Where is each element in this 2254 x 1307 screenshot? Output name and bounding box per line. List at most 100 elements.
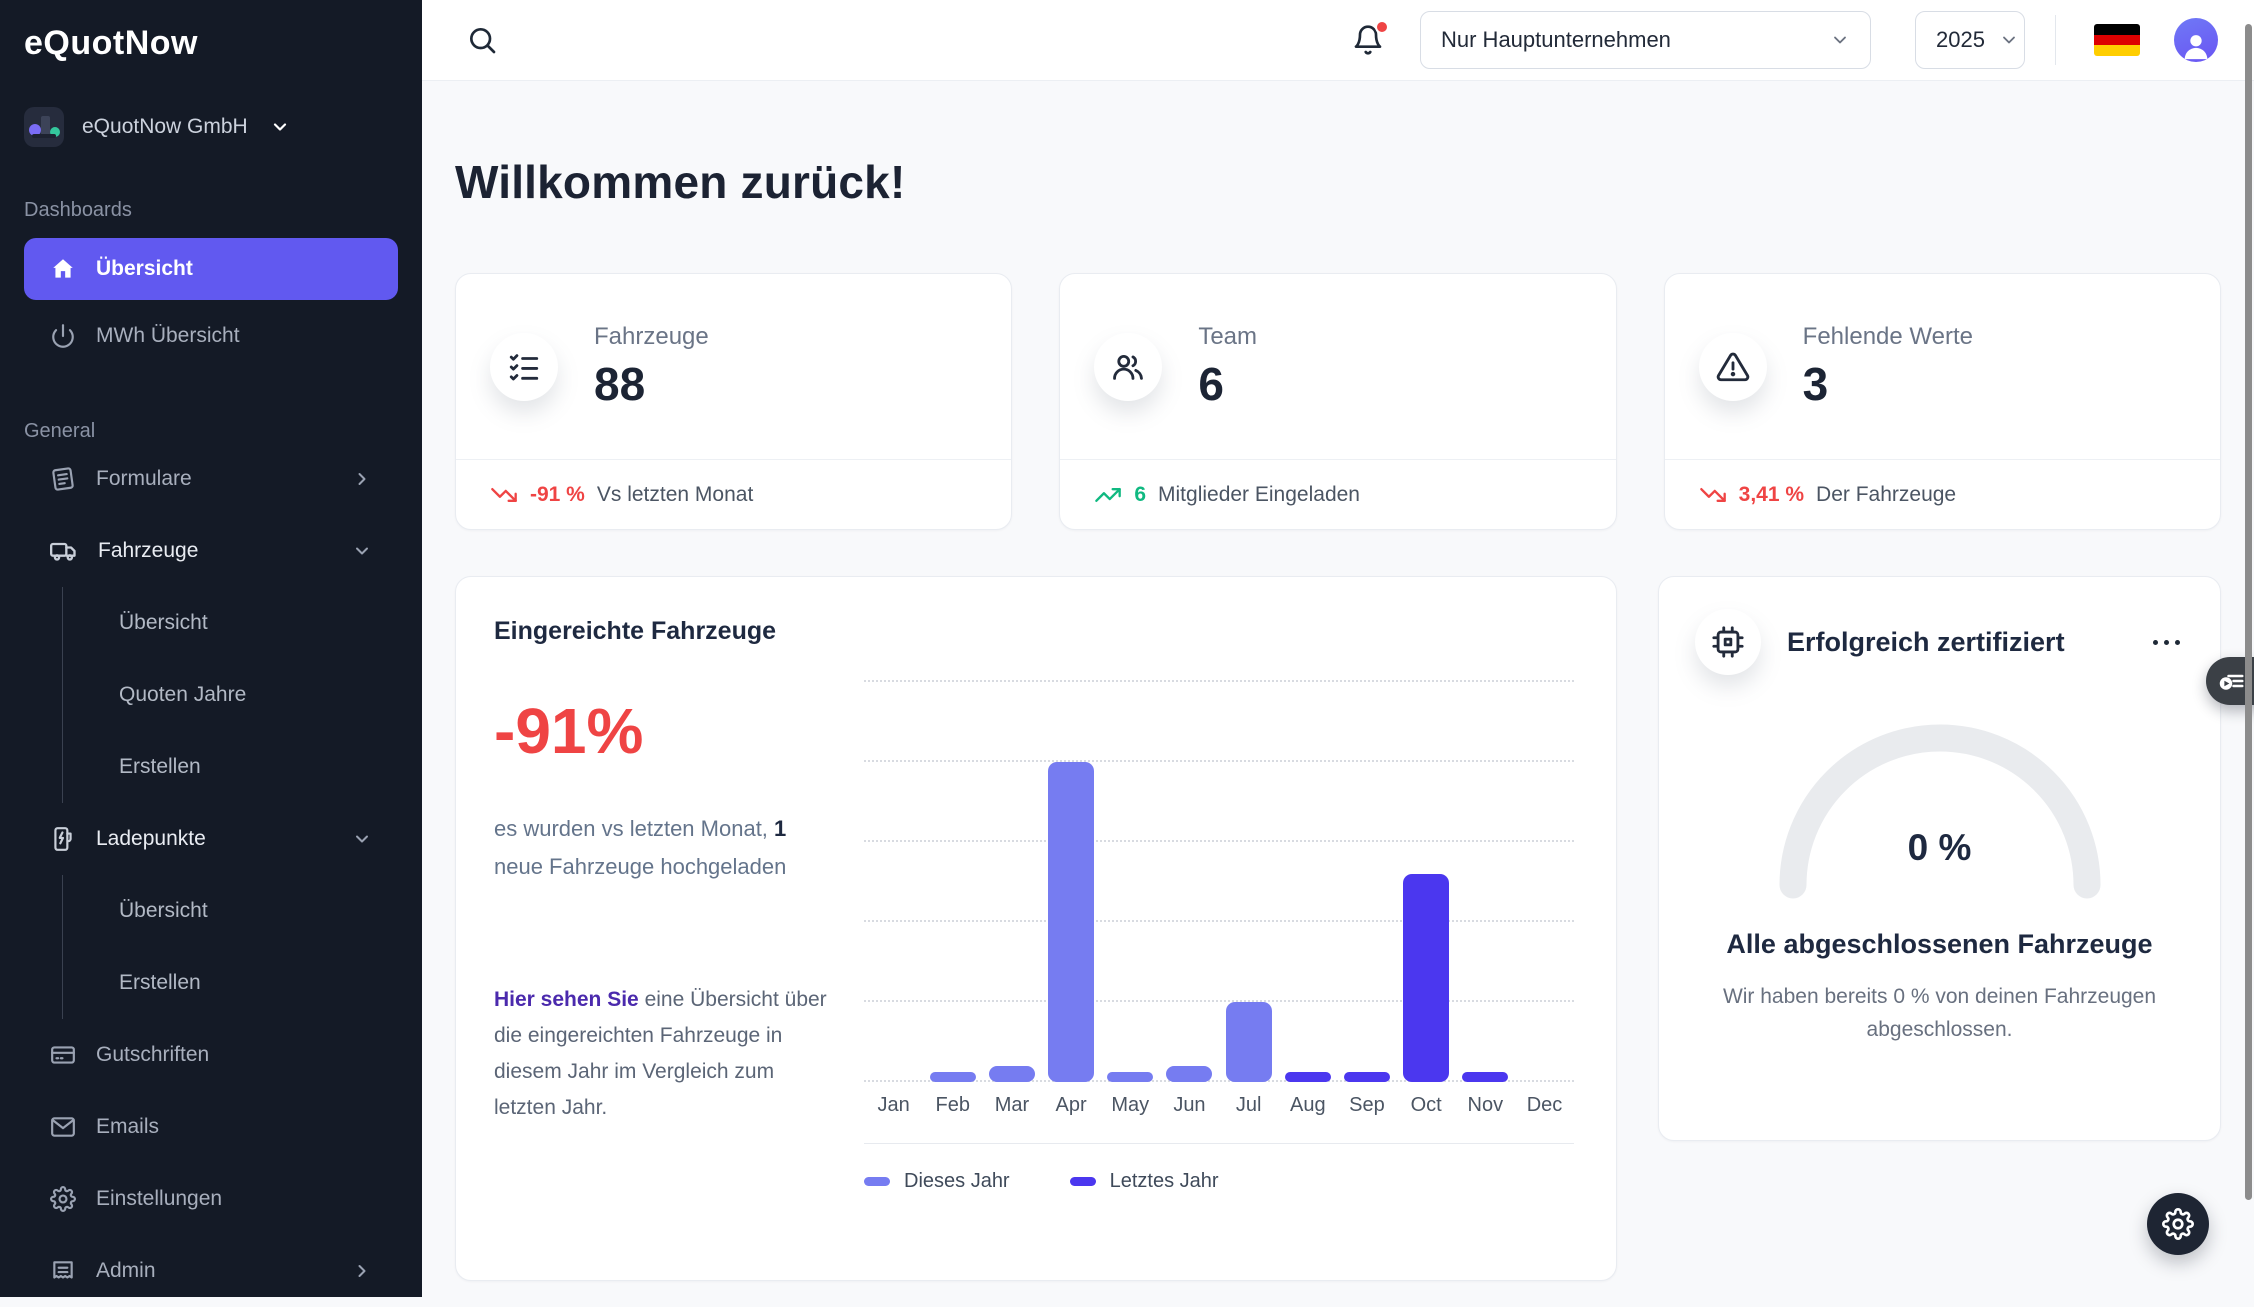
bar xyxy=(1225,1002,1272,1082)
bar-slot xyxy=(923,1072,982,1082)
bar-slot xyxy=(1160,1066,1219,1082)
sidebar-item-einstellungen[interactable]: Einstellungen xyxy=(24,1163,398,1235)
stat-trend: 6 xyxy=(1134,482,1147,506)
gridline xyxy=(864,920,1574,922)
month-label: Mar xyxy=(994,1094,1030,1116)
stat-title: Fehlende Werte xyxy=(1802,322,1973,350)
search-icon[interactable] xyxy=(466,24,498,56)
bar-slot xyxy=(1219,1002,1278,1082)
sidebar: eQuotNow eQuotNow GmbH Dashboards Übersi… xyxy=(0,0,422,1297)
sidebar-item-gutschriften[interactable]: Gutschriften xyxy=(24,1019,398,1091)
sidebar-item-mwh-uebersicht[interactable]: MWh Übersicht xyxy=(24,300,398,372)
bar-slot xyxy=(1397,874,1456,1082)
stat-value: 88 xyxy=(594,357,646,410)
month-label: Feb xyxy=(935,1094,970,1116)
truck-icon xyxy=(50,537,78,565)
gridline xyxy=(864,1000,1574,1002)
company-filter-select[interactable]: Nur Hauptunternehmen xyxy=(1420,11,1871,69)
power-icon xyxy=(50,323,76,349)
chart-note: Hier sehen Sie eine Übersicht über die e… xyxy=(494,988,827,1119)
month-label: Dec xyxy=(1526,1094,1563,1116)
user-avatar[interactable] xyxy=(2174,18,2218,62)
month-label: Aug xyxy=(1289,1094,1326,1116)
gauge-percent: 0 % xyxy=(1907,827,1972,868)
notifications-button[interactable] xyxy=(1352,20,1389,56)
stat-card-team: Team 6 6 Mitglieder Eingeladen xyxy=(1059,273,1617,530)
certified-title: Erfolgreich zertifiziert xyxy=(1787,626,2065,657)
trending-up-icon xyxy=(1094,481,1122,509)
stat-card-fahrzeuge: Fahrzeuge 88 -91 % Vs letzten Monat xyxy=(455,273,1013,530)
sidebar-item-ladepunkte-uebersicht[interactable]: Übersicht xyxy=(119,899,208,922)
sidebar-item-emails[interactable]: Emails xyxy=(24,1091,398,1163)
chevron-down-icon xyxy=(352,829,372,849)
gridline xyxy=(864,760,1574,762)
gear-icon xyxy=(50,1186,76,1212)
certified-description: Wir haben bereits 0 % von deinen Fahrzeu… xyxy=(1722,985,2157,1041)
sidebar-item-quoten-jahre[interactable]: Quoten Jahre xyxy=(119,683,247,706)
bar xyxy=(1284,1072,1331,1082)
chevron-right-icon xyxy=(352,1261,372,1281)
main-content: Willkommen zurück! Fahrzeuge 88 -91 % Vs… xyxy=(422,81,2254,1297)
bar-plot xyxy=(864,682,1574,1082)
gauge: 0 % xyxy=(1695,709,2184,899)
stat-footnote: Mitglieder Eingeladen xyxy=(1158,482,1360,506)
fahrzeuge-submenu: Übersicht Quoten Jahre Erstellen xyxy=(62,587,398,803)
settings-fab[interactable] xyxy=(2147,1193,2209,1255)
sidebar-item-fahrzeuge-erstellen[interactable]: Erstellen xyxy=(119,755,201,778)
more-menu-button[interactable] xyxy=(2149,630,2184,655)
chart-delta: -91% xyxy=(494,695,644,767)
page-scrollbar[interactable] xyxy=(2245,24,2252,1200)
sidebar-item-formulare[interactable]: Formulare xyxy=(24,443,398,515)
german-flag-icon[interactable] xyxy=(2094,24,2140,56)
bar xyxy=(1048,762,1095,1082)
sidebar-item-admin[interactable]: Admin xyxy=(24,1235,398,1307)
credit-card-icon xyxy=(50,1042,76,1068)
stat-value: 3 xyxy=(1802,357,1829,410)
home-icon xyxy=(50,256,76,282)
stat-footnote: Vs letzten Monat xyxy=(596,482,754,506)
stat-value: 6 xyxy=(1198,357,1224,410)
legend-item-dieses-jahr[interactable]: Dieses Jahr xyxy=(864,1170,1010,1193)
month-label: Sep xyxy=(1349,1094,1385,1116)
legend-swatch-this-year xyxy=(864,1177,890,1186)
submitted-vehicles-card: Eingereichte Fahrzeuge -91% es wurden vs… xyxy=(455,576,1617,1281)
chevron-down-icon xyxy=(352,541,372,561)
legend-item-letztes-jahr[interactable]: Letztes Jahr xyxy=(1069,1170,1219,1193)
stat-trend: -91 % xyxy=(530,482,585,506)
chip-icon xyxy=(1695,609,1761,675)
chart-title: Eingereichte Fahrzeuge xyxy=(494,617,777,645)
workspace-switcher[interactable]: eQuotNow GmbH xyxy=(24,103,398,151)
page-title: Willkommen zurück! xyxy=(455,156,906,208)
bar-chart-plot xyxy=(864,680,1574,1082)
ladepunkte-submenu: Übersicht Erstellen xyxy=(62,875,398,1019)
trending-down-icon xyxy=(1699,481,1727,509)
bar-chart: Jan Feb Mar Apr May Jun Jul Aug Sep Oct Nov Dec Die… xyxy=(864,668,1574,1193)
chart-legend: Dieses Jahr Letztes Jahr xyxy=(864,1144,1574,1193)
gridline xyxy=(864,680,1574,682)
month-label: Oct xyxy=(1410,1094,1442,1116)
topbar: Nur Hauptunternehmen 2025 xyxy=(422,0,2254,81)
sidebar-item-fahrzeuge[interactable]: Fahrzeuge xyxy=(24,515,398,587)
bar xyxy=(1166,1066,1213,1082)
stat-footnote: Der Fahrzeuge xyxy=(1816,482,1957,506)
sidebar-item-ladepunkte-erstellen[interactable]: Erstellen xyxy=(119,971,201,994)
bar-slot xyxy=(982,1066,1041,1082)
year-select[interactable]: 2025 xyxy=(1915,11,2025,69)
bar xyxy=(1107,1072,1154,1082)
workspace-name: eQuotNow GmbH xyxy=(82,115,248,138)
stat-title: Team xyxy=(1198,322,1258,350)
sidebar-section-general: General xyxy=(24,420,96,442)
sidebar-item-uebersicht[interactable]: Übersicht xyxy=(24,238,398,300)
month-label: Jul xyxy=(1235,1094,1262,1116)
certified-card: Erfolgreich zertifiziert 0 % Alle abgesc… xyxy=(1658,576,2221,1141)
bar-slot xyxy=(1278,1072,1337,1082)
chevron-down-icon xyxy=(1830,30,1850,50)
sidebar-item-ladepunkte[interactable]: Ladepunkte xyxy=(24,803,398,875)
gridline xyxy=(864,1080,1574,1082)
sidebar-section-dashboards: Dashboards xyxy=(24,199,132,221)
sidebar-item-fahrzeuge-uebersicht[interactable]: Übersicht xyxy=(119,611,208,634)
bar xyxy=(1403,874,1450,1082)
legend-swatch-last-year xyxy=(1069,1177,1096,1186)
trending-down-icon xyxy=(490,481,518,509)
checklist-icon xyxy=(490,332,558,401)
